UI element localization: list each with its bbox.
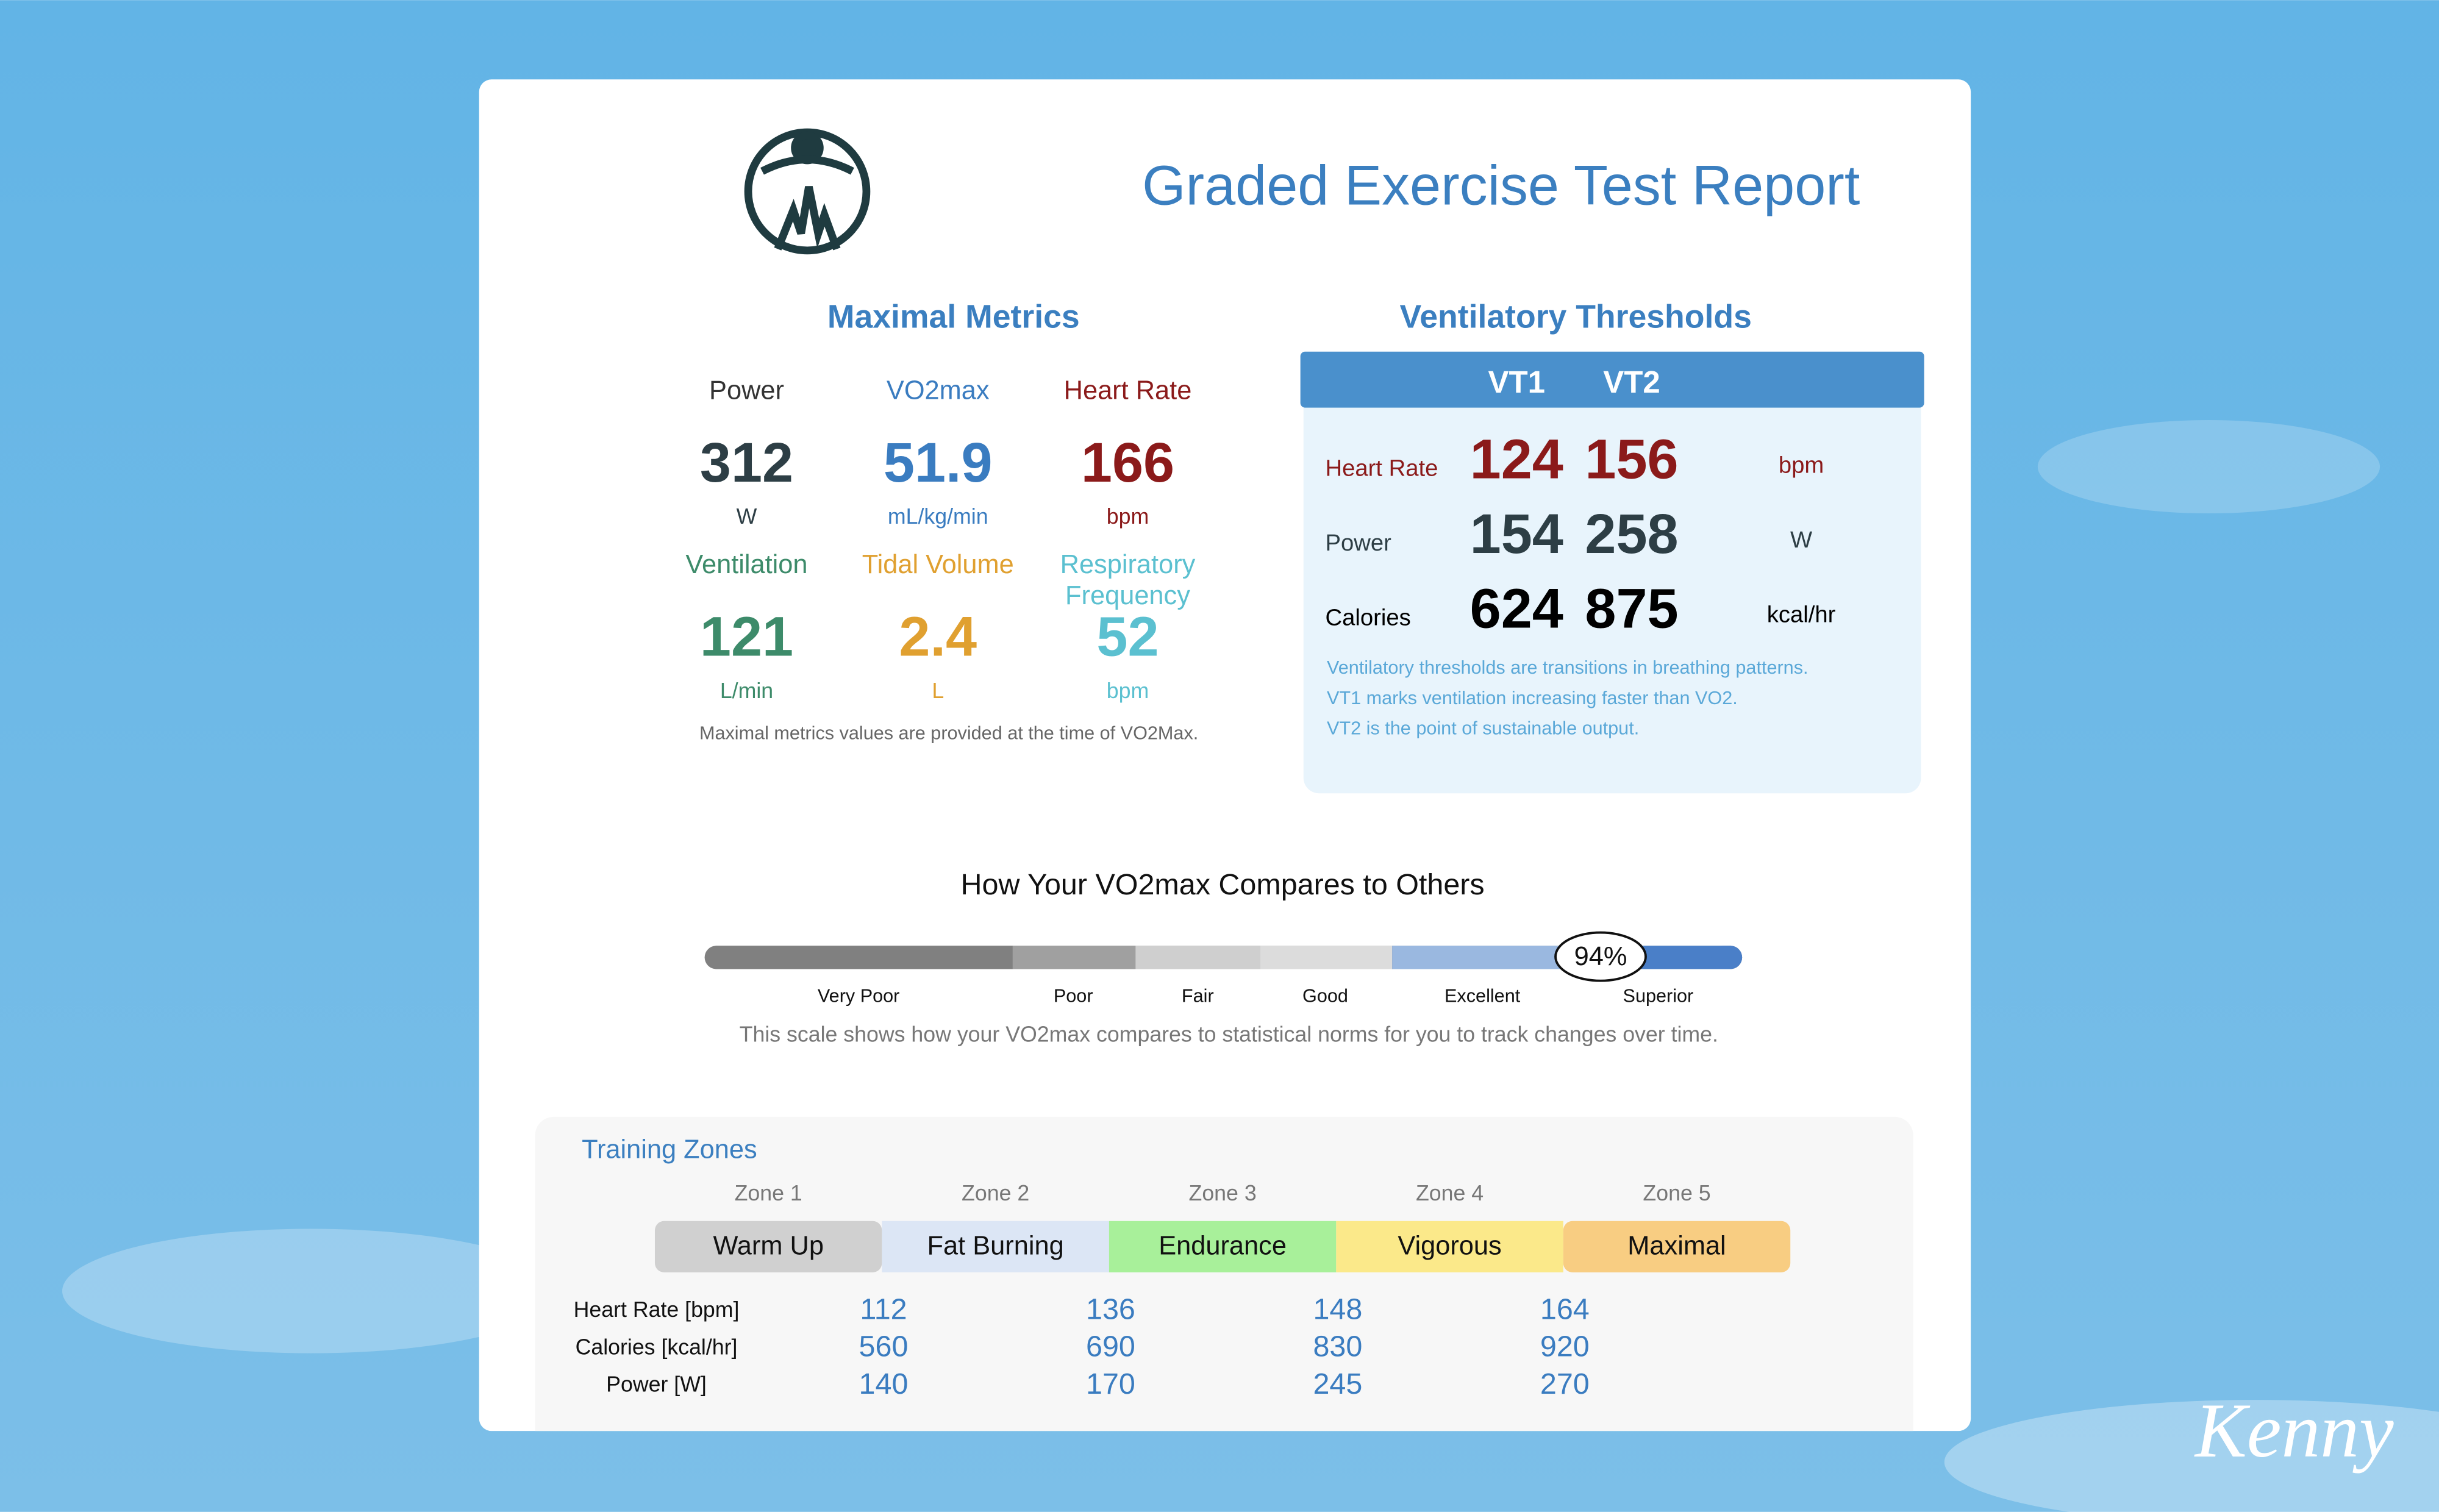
scale-label: Superior: [1623, 986, 1694, 1007]
zone-number: Zone 2: [962, 1181, 1029, 1205]
zone-value: 690: [1086, 1330, 1135, 1363]
vt-row-label: Calories: [1325, 605, 1410, 631]
metric-label: VO2max: [887, 376, 990, 405]
zone-value: 136: [1086, 1293, 1135, 1326]
metric-value: 312: [700, 432, 793, 494]
scale-label: Excellent: [1444, 986, 1521, 1007]
signature: Kenny: [2194, 1387, 2394, 1474]
scale-label: Very Poor: [818, 986, 899, 1007]
zone-value: 112: [860, 1293, 907, 1326]
metric-value: 51.9: [884, 432, 993, 494]
cloud: [2037, 419, 2380, 514]
cloud: [1944, 1400, 2439, 1512]
metric-value: 166: [1081, 432, 1174, 494]
scale-segment: [715, 946, 1013, 969]
vt-column: VT1: [1488, 365, 1545, 399]
scale-segment: [1260, 946, 1393, 969]
vt-panel: [1303, 388, 1921, 794]
vt-note: Ventilatory thresholds are transitions i…: [1327, 657, 1809, 678]
vt-note: VT1 marks ventilation increasing faster …: [1327, 688, 1738, 708]
metric-value: 52: [1096, 605, 1159, 668]
zone-value: 270: [1540, 1368, 1590, 1400]
vt-row-label: Heart Rate: [1325, 455, 1438, 482]
zones-title: Training Zones: [582, 1135, 757, 1164]
zones-area: Zone 1 Warm Up Zone 2 Fat Burning Zone 3 Endu…: [535, 1116, 1913, 1432]
metric-value: 121: [700, 605, 793, 668]
metric-unit: bpm: [1107, 504, 1149, 529]
scale-label: Poor: [1054, 986, 1093, 1007]
metric-unit: bpm: [1107, 679, 1149, 703]
logo: [744, 128, 871, 255]
zone-value: 830: [1313, 1330, 1362, 1363]
zone-number: Zone 5: [1643, 1181, 1710, 1205]
metric-label: Respiratory Frequency: [1060, 550, 1196, 610]
logo-figure: [760, 155, 854, 251]
vt-value: 875: [1585, 578, 1678, 640]
zone-value: 170: [1086, 1368, 1135, 1400]
report-title: Graded Exercise Test Report: [1142, 155, 1860, 217]
zone-value: 920: [1540, 1330, 1590, 1363]
scale-marker: [1554, 931, 1647, 982]
section-title: Ventilatory Thresholds: [1399, 299, 1751, 335]
scale-marker-label: 94%: [1574, 942, 1627, 971]
zone-row-label: Heart Rate [bpm]: [574, 1297, 740, 1322]
vt-unit: W: [1790, 527, 1812, 553]
zones-panel: [535, 1116, 1913, 1432]
metric-value: 2.4: [899, 605, 977, 668]
metric-label: Tidal Volume: [862, 550, 1014, 579]
zone-value: 164: [1540, 1293, 1590, 1326]
vt-value: 156: [1585, 429, 1678, 491]
zone-box: [882, 1221, 1109, 1272]
scale-end: [1711, 946, 1743, 969]
scale-label: Fair: [1182, 986, 1214, 1007]
metric-unit: L: [932, 679, 944, 703]
zone-box: [1336, 1221, 1563, 1272]
scale-segment: [1135, 946, 1260, 969]
zone-box: [1563, 1221, 1791, 1272]
zone-value: 560: [859, 1330, 909, 1363]
vt-unit: bpm: [1779, 452, 1824, 479]
zone-name: Warm Up: [713, 1232, 823, 1261]
scale-segment: [1012, 946, 1136, 969]
zone-value: 140: [859, 1368, 909, 1400]
vt-column: VT2: [1603, 365, 1660, 399]
vt-value: 624: [1470, 578, 1563, 640]
zone-value: 148: [1313, 1293, 1362, 1326]
metric-label: Ventilation: [685, 550, 807, 579]
vt-value: 258: [1585, 503, 1678, 565]
zone-name: Maximal: [1627, 1232, 1726, 1261]
comparison-title: How Your VO2max Compares to Others: [961, 868, 1485, 901]
zone-row-label: Power [W]: [606, 1372, 707, 1397]
zone-number: Zone 1: [735, 1181, 802, 1205]
vt-value: 154: [1470, 503, 1563, 565]
zone-number: Zone 3: [1189, 1181, 1257, 1205]
zone-name: Fat Burning: [927, 1232, 1064, 1261]
section-title: Maximal Metrics: [827, 299, 1080, 335]
zone-value: 245: [1313, 1368, 1362, 1400]
metric-label: Heart Rate: [1064, 376, 1192, 405]
vt-unit: kcal/hr: [1767, 602, 1836, 628]
zone-row-label: Calories [kcal/hr]: [576, 1335, 738, 1359]
metric-unit: mL/kg/min: [888, 504, 988, 529]
zone-number: Zone 4: [1416, 1181, 1484, 1205]
cloud: [62, 1228, 560, 1353]
vt-note: VT2 is the point of sustainable output.: [1327, 718, 1639, 739]
zone-name: Endurance: [1159, 1232, 1287, 1261]
vt-row-label: Power: [1325, 530, 1391, 556]
metric-label: Power: [709, 376, 784, 405]
zone-box: [654, 1221, 882, 1272]
metric-unit: W: [737, 504, 757, 529]
vt-header: [1300, 351, 1924, 408]
zone-box: [1109, 1221, 1337, 1272]
metric-unit: L/min: [720, 679, 773, 703]
comparison-note: This scale shows how your VO2max compare…: [740, 1022, 1718, 1047]
zone-name: Vigorous: [1398, 1232, 1501, 1261]
scale-label: Good: [1302, 986, 1348, 1007]
metrics-note: Maximal metrics values are provided at t…: [699, 722, 1198, 743]
vt-value: 124: [1470, 429, 1563, 491]
